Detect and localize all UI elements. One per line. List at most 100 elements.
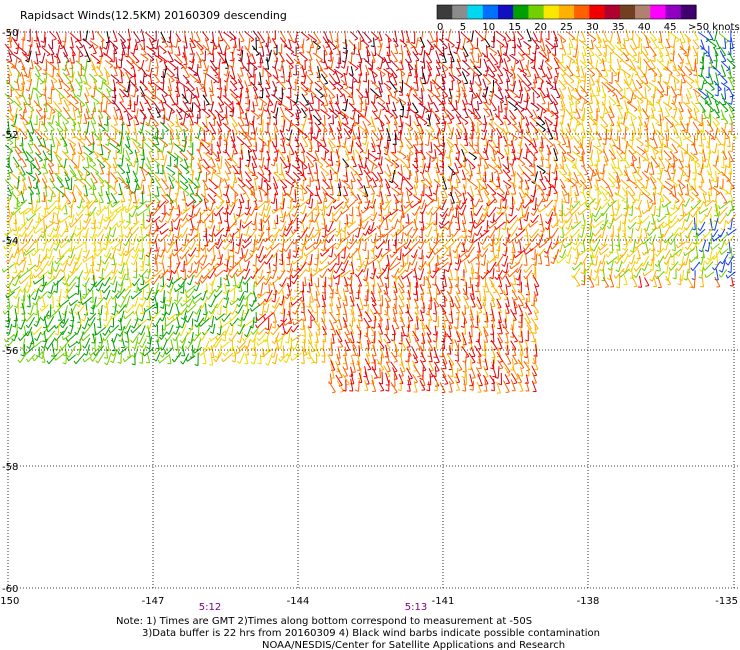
wind-barb — [294, 189, 297, 203]
wind-barb-tick — [120, 101, 124, 103]
wind-barb-tick — [49, 62, 54, 64]
wind-barb — [33, 143, 42, 155]
wind-barb — [229, 74, 238, 84]
wind-barb — [203, 184, 206, 197]
wind-barb — [182, 100, 190, 112]
wind-barb — [616, 58, 621, 70]
wind-barb-tick — [39, 82, 44, 85]
wind-barb — [365, 46, 371, 56]
wind-barb-tick — [206, 115, 211, 119]
wind-barb — [650, 36, 658, 48]
wind-barb — [252, 186, 256, 196]
wind-barb — [322, 44, 328, 55]
legend-label: 15 — [508, 22, 521, 33]
wind-barb — [110, 74, 120, 82]
wind-barb — [359, 63, 363, 76]
wind-barb — [656, 59, 667, 69]
wind-barb — [315, 158, 324, 166]
wind-barb-tick — [38, 145, 42, 147]
wind-barb-tick — [374, 38, 379, 41]
wind-barb-tick — [492, 109, 497, 112]
wind-barb — [350, 91, 355, 105]
wind-barb-tick — [674, 159, 678, 162]
wind-barb — [295, 64, 297, 76]
wind-barb — [644, 121, 649, 130]
wind-barb — [144, 86, 155, 97]
wind-barb-tick — [156, 87, 161, 91]
wind-barb — [421, 66, 424, 79]
wind-barb-tick — [150, 59, 155, 62]
wind-barb — [544, 119, 551, 132]
wind-barb-tick — [228, 103, 233, 106]
wind-barb-tick — [147, 184, 152, 187]
wind-barb — [96, 65, 104, 76]
wind-barb-tick — [688, 189, 693, 191]
wind-barb-tick — [693, 74, 698, 76]
wind-barb — [84, 185, 88, 197]
wind-barb — [316, 71, 321, 82]
wind-barb-tick — [531, 87, 536, 89]
wind-barb — [616, 30, 621, 44]
wind-barb — [434, 85, 441, 97]
wind-barb — [496, 127, 503, 138]
wind-barb-tick — [317, 122, 322, 126]
wind-barb — [670, 86, 677, 97]
wind-barb — [282, 140, 286, 154]
wind-barb — [380, 156, 383, 166]
wind-barb-tick — [599, 172, 604, 175]
wind-barb-tick — [206, 151, 210, 154]
wind-barb — [19, 58, 26, 70]
wind-barb-tick — [392, 151, 396, 154]
wind-barb — [218, 102, 224, 112]
wind-barb-tick — [703, 82, 708, 85]
wind-barb-tick — [478, 55, 483, 57]
wind-barb — [386, 142, 390, 155]
wind-barb-tick — [347, 94, 351, 98]
wind-barb — [699, 45, 708, 53]
wind-barb — [416, 78, 419, 91]
wind-barb — [677, 145, 688, 153]
wind-barb — [375, 67, 386, 75]
wind-barb — [637, 99, 642, 111]
wind-barb-tick — [207, 142, 212, 145]
wind-barb-tick — [25, 75, 30, 78]
wind-barb — [370, 136, 376, 147]
wind-barb-tick — [409, 153, 414, 156]
wind-barb-tick — [687, 97, 692, 99]
wind-barb — [488, 122, 496, 131]
wind-barb — [420, 127, 424, 139]
wind-barb — [123, 67, 134, 78]
wind-barb — [351, 78, 354, 89]
wind-barb-tick — [10, 124, 15, 128]
wind-barb — [667, 53, 672, 63]
wind-barb — [283, 44, 295, 53]
wind-barb-tick — [409, 187, 414, 190]
wind-barb — [419, 36, 426, 48]
wind-barb — [133, 85, 137, 98]
wind-barb-tick — [473, 96, 477, 99]
wind-barb — [409, 108, 420, 117]
wind-barb — [442, 107, 449, 117]
wind-barb — [714, 100, 720, 113]
wind-barb — [336, 38, 340, 48]
wind-barb — [458, 151, 460, 161]
wind-barb — [486, 65, 489, 77]
wind-barb — [49, 178, 56, 188]
wind-barb — [394, 88, 398, 99]
wind-barb-tick — [25, 59, 29, 63]
wind-barb — [124, 143, 134, 154]
wind-barb — [426, 60, 433, 70]
wind-barb — [490, 157, 498, 167]
wind-barb — [224, 170, 230, 181]
wind-barb-tick — [657, 124, 662, 126]
wind-barb — [429, 156, 431, 168]
wind-barb — [371, 120, 377, 131]
wind-barb — [267, 72, 270, 85]
wind-barb-tick — [607, 69, 611, 72]
wind-barb — [203, 60, 208, 71]
wind-barb — [60, 80, 71, 90]
wind-barb — [36, 93, 40, 106]
wind-barb — [209, 59, 218, 70]
wind-barb — [362, 120, 369, 133]
wind-barb-tick — [237, 53, 241, 57]
